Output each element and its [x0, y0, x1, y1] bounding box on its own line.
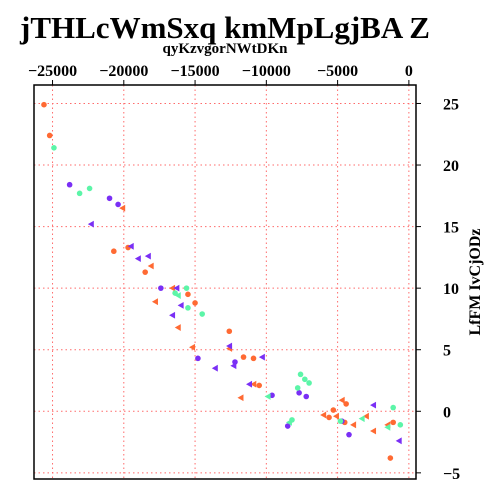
data-point-triangle: [178, 302, 184, 309]
x-tick-label: −10000: [242, 63, 291, 80]
y-tick-label: 15: [443, 220, 459, 237]
data-point-triangle: [350, 421, 356, 428]
y-tick-label: 0: [443, 404, 451, 421]
grid: [34, 85, 416, 479]
data-point-circle: [67, 182, 73, 188]
data-point-circle: [142, 269, 148, 275]
data-point-circle: [107, 195, 113, 201]
data-point-triangle: [396, 437, 402, 444]
x-tick-label: −20000: [99, 63, 148, 80]
data-point-circle: [306, 380, 312, 386]
data-point-circle: [331, 407, 337, 413]
data-point-circle: [51, 145, 57, 151]
axis-ticks: −25000 −20000 −15000 −10000 −5000 0 −5 0 5 10 15 20…: [28, 63, 460, 483]
data-point-circle: [302, 376, 308, 382]
data-point-circle: [185, 292, 191, 298]
data-point-triangle: [135, 255, 141, 262]
data-point-triangle: [169, 312, 175, 319]
data-point-circle: [195, 356, 201, 362]
y-tick-label: 20: [443, 158, 459, 175]
data-point-triangle: [237, 394, 243, 401]
data-point-circle: [77, 191, 83, 197]
data-points: [41, 102, 403, 461]
data-point-circle: [47, 133, 53, 139]
data-point-circle: [298, 372, 304, 378]
y-axis-label: LfFM IvCjODz: [467, 228, 484, 335]
data-point-circle: [295, 385, 301, 391]
chart-subtitle: qyKzvgorNWtDKn: [163, 41, 289, 57]
data-point-circle: [390, 420, 396, 426]
data-point-triangle: [265, 393, 271, 400]
data-point-triangle: [370, 428, 376, 435]
data-point-triangle: [145, 253, 151, 260]
data-point-triangle: [333, 413, 339, 420]
data-point-circle: [185, 305, 191, 311]
y-tick-label: 25: [443, 96, 459, 113]
x-tick-label: −25000: [28, 63, 77, 80]
data-point-triangle: [370, 402, 376, 409]
data-point-circle: [158, 285, 164, 291]
data-point-triangle: [359, 415, 365, 422]
x-tick-label: −5000: [317, 63, 358, 80]
data-point-circle: [192, 300, 198, 306]
data-point-circle: [111, 248, 117, 254]
chart-title: jTHLcWmSxq kmMpLgjBA Z: [19, 10, 430, 45]
data-point-circle: [226, 328, 232, 334]
plot-frame: [34, 85, 416, 479]
data-point-triangle: [320, 412, 326, 419]
data-point-circle: [41, 102, 47, 108]
x-tick-label: −15000: [171, 63, 220, 80]
y-tick-label: 10: [443, 281, 459, 298]
data-point-circle: [256, 383, 262, 389]
data-point-circle: [184, 285, 190, 291]
y-tick-label: −5: [443, 466, 460, 483]
data-point-triangle: [246, 381, 252, 388]
y-tick-label: 5: [443, 343, 451, 360]
data-point-circle: [398, 422, 404, 428]
data-point-triangle: [152, 298, 158, 305]
data-point-triangle: [175, 324, 181, 331]
data-point-triangle: [339, 397, 345, 404]
data-point-circle: [241, 354, 247, 360]
data-point-circle: [87, 186, 93, 192]
data-point-triangle: [148, 263, 154, 270]
data-point-circle: [388, 455, 394, 461]
data-point-triangle: [212, 365, 218, 372]
data-point-circle: [390, 405, 396, 411]
data-point-circle: [251, 356, 257, 362]
data-point-triangle: [259, 354, 265, 361]
data-point-circle: [346, 432, 352, 438]
data-point-circle: [303, 394, 309, 400]
x-tick-label: 0: [405, 63, 413, 80]
data-point-circle: [338, 418, 344, 424]
data-point-circle: [326, 415, 332, 421]
data-point-circle: [199, 311, 205, 317]
data-point-circle: [296, 390, 302, 396]
data-point-circle: [115, 202, 121, 208]
